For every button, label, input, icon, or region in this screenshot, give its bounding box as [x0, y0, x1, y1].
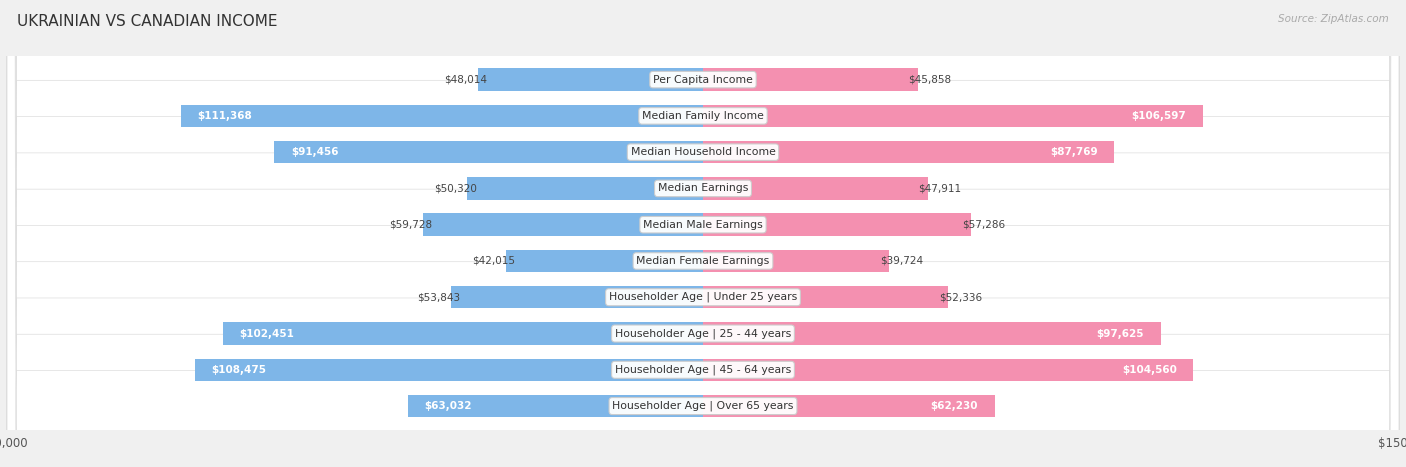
Bar: [222, 322, 703, 345]
Bar: [703, 286, 948, 309]
Text: $62,230: $62,230: [931, 401, 979, 411]
Bar: [506, 250, 703, 272]
Text: $91,456: $91,456: [291, 147, 339, 157]
Bar: [703, 213, 972, 236]
Bar: [703, 105, 1202, 127]
FancyBboxPatch shape: [7, 0, 1399, 467]
FancyBboxPatch shape: [7, 0, 1399, 467]
Bar: [423, 213, 703, 236]
Text: UKRAINIAN VS CANADIAN INCOME: UKRAINIAN VS CANADIAN INCOME: [17, 14, 277, 29]
Text: Median Family Income: Median Family Income: [643, 111, 763, 121]
Text: $102,451: $102,451: [239, 328, 294, 339]
Text: Per Capita Income: Per Capita Income: [652, 75, 754, 85]
Text: $53,843: $53,843: [418, 292, 460, 302]
Text: $48,014: $48,014: [444, 75, 488, 85]
FancyBboxPatch shape: [7, 0, 1399, 467]
FancyBboxPatch shape: [7, 0, 1399, 467]
FancyBboxPatch shape: [7, 0, 1399, 467]
FancyBboxPatch shape: [7, 0, 1399, 467]
Text: $50,320: $50,320: [433, 184, 477, 193]
Text: $97,625: $97,625: [1097, 328, 1144, 339]
Bar: [467, 177, 703, 200]
Bar: [703, 322, 1160, 345]
Text: Median Female Earnings: Median Female Earnings: [637, 256, 769, 266]
Bar: [703, 68, 918, 91]
Bar: [478, 68, 703, 91]
Text: $47,911: $47,911: [918, 184, 962, 193]
Text: $59,728: $59,728: [389, 219, 433, 230]
FancyBboxPatch shape: [7, 0, 1399, 467]
Bar: [703, 141, 1115, 163]
Text: $39,724: $39,724: [880, 256, 922, 266]
FancyBboxPatch shape: [7, 0, 1399, 467]
FancyBboxPatch shape: [7, 0, 1399, 467]
FancyBboxPatch shape: [7, 0, 1399, 467]
Text: $42,015: $42,015: [472, 256, 516, 266]
FancyBboxPatch shape: [7, 0, 1399, 467]
FancyBboxPatch shape: [7, 0, 1399, 467]
Text: $52,336: $52,336: [939, 292, 981, 302]
Text: $63,032: $63,032: [425, 401, 471, 411]
Bar: [408, 395, 703, 417]
Bar: [181, 105, 703, 127]
FancyBboxPatch shape: [7, 0, 1399, 467]
FancyBboxPatch shape: [7, 0, 1399, 467]
Text: $111,368: $111,368: [197, 111, 252, 121]
Bar: [194, 359, 703, 381]
Text: $104,560: $104,560: [1122, 365, 1177, 375]
Bar: [703, 250, 889, 272]
Text: Source: ZipAtlas.com: Source: ZipAtlas.com: [1278, 14, 1389, 24]
Text: $108,475: $108,475: [211, 365, 266, 375]
FancyBboxPatch shape: [7, 0, 1399, 467]
Bar: [703, 359, 1194, 381]
Text: Householder Age | 45 - 64 years: Householder Age | 45 - 64 years: [614, 365, 792, 375]
FancyBboxPatch shape: [7, 0, 1399, 467]
Bar: [274, 141, 703, 163]
Bar: [451, 286, 703, 309]
Text: Median Household Income: Median Household Income: [630, 147, 776, 157]
Text: Median Earnings: Median Earnings: [658, 184, 748, 193]
Bar: [703, 177, 928, 200]
Text: $45,858: $45,858: [908, 75, 952, 85]
Text: Householder Age | Over 65 years: Householder Age | Over 65 years: [612, 401, 794, 411]
Text: $106,597: $106,597: [1132, 111, 1187, 121]
FancyBboxPatch shape: [7, 0, 1399, 467]
Text: $57,286: $57,286: [962, 219, 1005, 230]
FancyBboxPatch shape: [7, 0, 1399, 467]
Text: $87,769: $87,769: [1050, 147, 1098, 157]
Bar: [703, 395, 994, 417]
Text: Householder Age | Under 25 years: Householder Age | Under 25 years: [609, 292, 797, 303]
FancyBboxPatch shape: [7, 0, 1399, 467]
Text: Householder Age | 25 - 44 years: Householder Age | 25 - 44 years: [614, 328, 792, 339]
Text: Median Male Earnings: Median Male Earnings: [643, 219, 763, 230]
FancyBboxPatch shape: [7, 0, 1399, 467]
